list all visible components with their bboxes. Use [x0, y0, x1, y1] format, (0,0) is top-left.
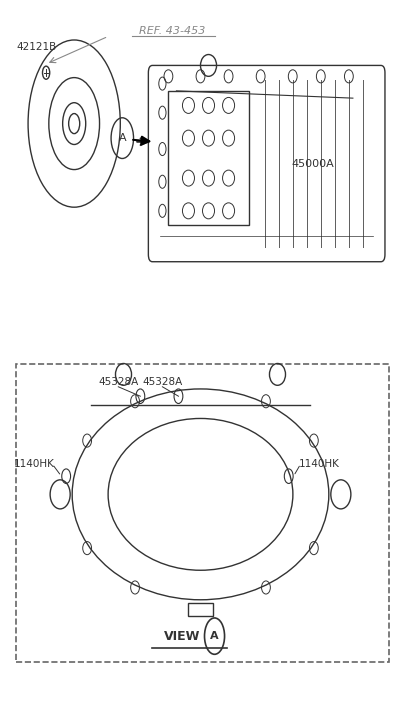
- Text: REF. 43-453: REF. 43-453: [139, 26, 206, 36]
- Text: VIEW: VIEW: [164, 630, 200, 643]
- Text: 1140HK: 1140HK: [298, 459, 339, 469]
- Text: 45328A: 45328A: [98, 377, 138, 387]
- Text: 42121B: 42121B: [16, 42, 56, 52]
- Text: A: A: [210, 631, 219, 641]
- Text: 45000A: 45000A: [292, 158, 334, 169]
- Text: 1140HK: 1140HK: [14, 459, 55, 469]
- Text: 45328A: 45328A: [142, 377, 182, 387]
- Text: A: A: [118, 133, 126, 143]
